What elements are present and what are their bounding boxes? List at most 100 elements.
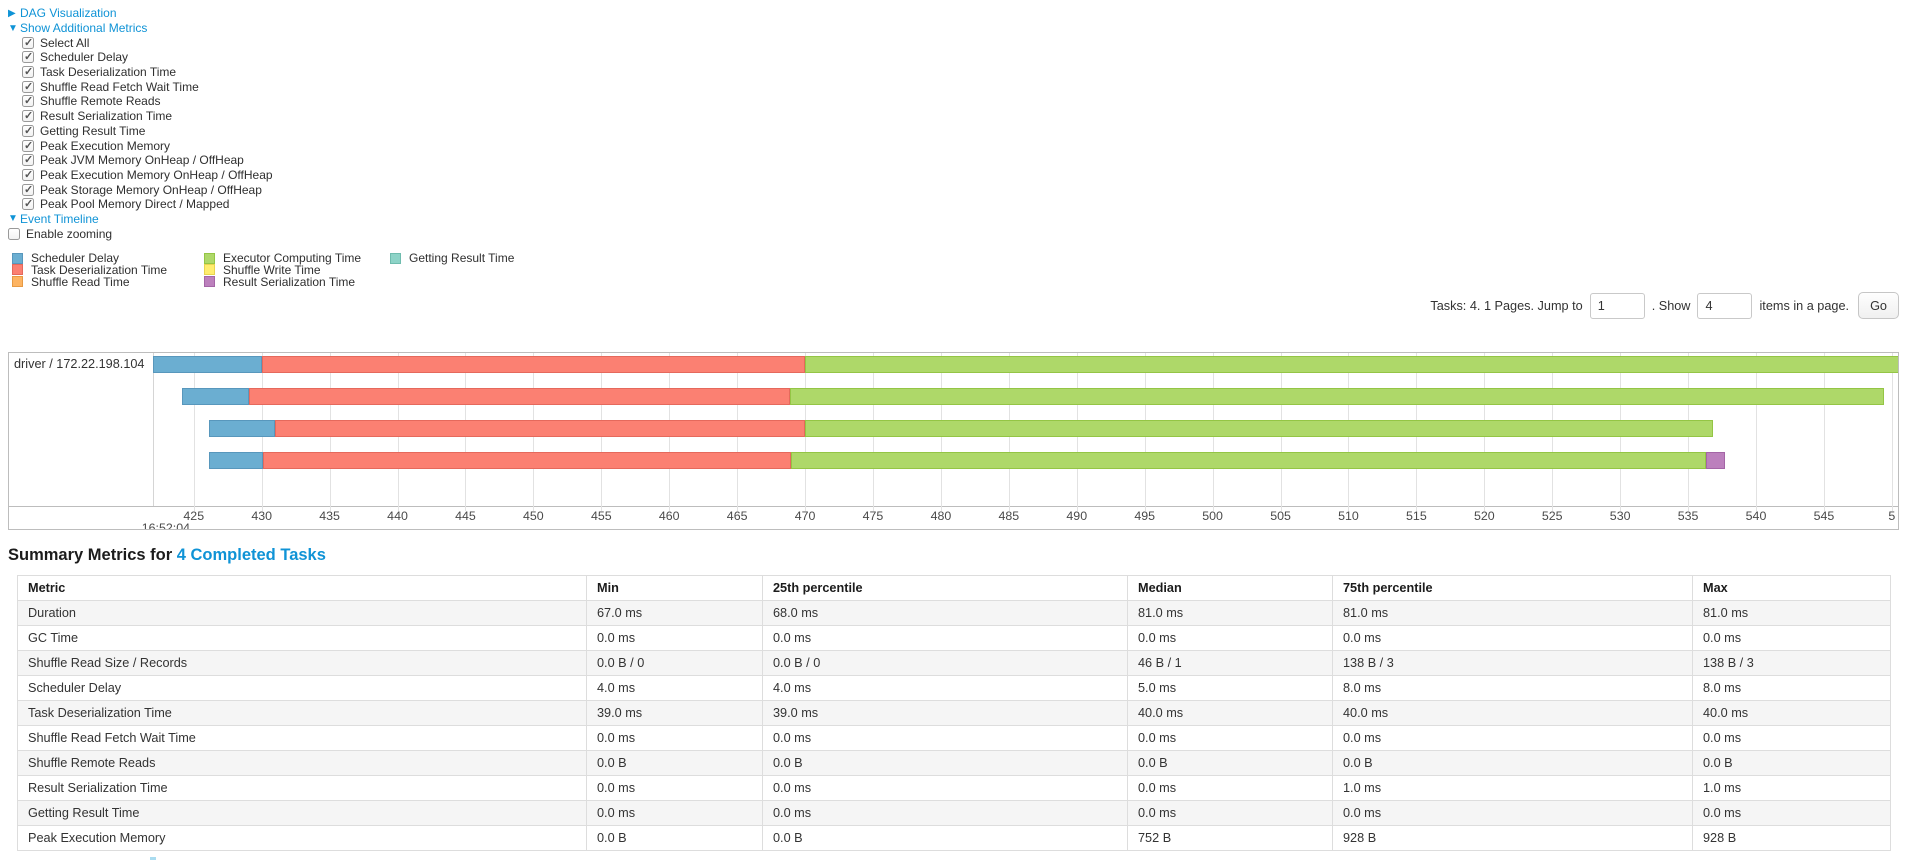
task-bar-segment-executor[interactable] — [805, 356, 1898, 374]
metric-value-cell: 8.0 ms — [1332, 675, 1693, 702]
gridline — [193, 353, 195, 512]
axis-tick-label: 530 — [1609, 509, 1631, 524]
completed-tasks-link[interactable]: 4 Completed Tasks — [176, 546, 326, 565]
event-timeline-chart[interactable]: driver / 172.22.198.104 425 16:52:04 430 43… — [8, 352, 1899, 531]
metric-option-scheduler-delay[interactable]: Scheduler Delay — [8, 50, 1899, 65]
task-bar-segment-result-serialization[interactable] — [1705, 452, 1725, 470]
table-row-shuffle-read-fetch-wait-time: Shuffle Read Fetch Wait Time 0.0 ms 0.0 ms… — [17, 725, 1891, 752]
metric-option-label: Getting Result Time — [40, 123, 146, 138]
metric-option-peak-pool-memory-direct-mapped[interactable]: Peak Pool Memory Direct / Mapped — [8, 197, 1899, 212]
metric-value-cell: 40.0 ms — [1692, 700, 1891, 727]
show-additional-metrics-toggle[interactable]: ▼ Show Additional Metrics — [8, 21, 1899, 36]
table-row-result-serialization-time: Result Serialization Time 0.0 ms 0.0 ms 0.0… — [17, 775, 1891, 802]
metric-option-select-all[interactable]: Select All — [8, 35, 1899, 50]
go-button[interactable]: Go — [1858, 292, 1899, 320]
metric-value-cell: 0.0 ms — [1127, 800, 1333, 827]
metric-option-getting-result-time[interactable]: Getting Result Time — [8, 124, 1899, 139]
axis-tick-label: 5 — [1888, 509, 1896, 524]
metric-option-peak-execution-memory[interactable]: Peak Execution Memory — [8, 138, 1899, 153]
enable-zooming-checkbox[interactable] — [8, 228, 20, 241]
metric-value-cell: 752 B — [1127, 825, 1333, 852]
axis-tick-label: 500 — [1202, 509, 1223, 524]
metric-option-label: Scheduler Delay — [40, 50, 129, 65]
metric-value-cell: 81.0 ms — [1127, 600, 1333, 627]
metric-value-cell: 8.0 ms — [1692, 675, 1891, 702]
metric-value-cell: 40.0 ms — [1127, 700, 1333, 727]
enable-zooming-option[interactable]: Enable zooming — [8, 226, 1899, 242]
metric-value-cell: 0.0 ms — [1127, 775, 1333, 802]
legend-item-getting-result-time: Getting Result Time — [390, 251, 514, 265]
legend-swatch-icon — [12, 276, 23, 288]
task-pagination: Tasks: 4. 1 Pages. Jump to . Show items … — [1430, 292, 1899, 320]
checkbox-icon[interactable] — [22, 80, 34, 93]
legend-item-shuffle-write-time: Shuffle Write Time — [204, 262, 376, 277]
metric-value-cell: 0.0 ms — [1332, 625, 1693, 652]
metric-value-cell: 0.0 ms — [586, 800, 763, 827]
legend-swatch-icon — [12, 264, 23, 276]
task-bar-segment-deserialization[interactable] — [263, 452, 792, 470]
axis-tick-label: 495 — [1134, 509, 1156, 524]
items-per-page-input[interactable] — [1697, 292, 1753, 319]
metric-name-cell: Result Serialization Time — [17, 775, 587, 802]
task-bar-segment-executor[interactable] — [791, 452, 1706, 470]
column-header-metric: Metric — [17, 575, 587, 602]
task-bar-segment-deserialization[interactable] — [249, 388, 791, 406]
event-timeline-label[interactable]: Event Timeline — [20, 211, 99, 226]
metric-value-cell: 0.0 ms — [762, 725, 1128, 752]
metric-option-shuffle-remote-reads[interactable]: Shuffle Remote Reads — [8, 94, 1899, 109]
metric-option-peak-jvm-memory-onheap-offheap[interactable]: Peak JVM Memory OnHeap / OffHeap — [8, 153, 1899, 168]
task-bar-segment-scheduler[interactable] — [153, 356, 262, 374]
checkbox-icon[interactable] — [22, 50, 34, 64]
axis-tick-label: 470 — [794, 509, 816, 524]
metric-option-task-deserialization-time[interactable]: Task Deserialization Time — [8, 65, 1899, 80]
axis-tick-label: 540 — [1745, 509, 1767, 524]
metric-option-label: Task Deserialization Time — [40, 65, 177, 80]
jump-to-page-input[interactable] — [1589, 292, 1645, 319]
legend-label: Result Serialization Time — [223, 274, 356, 289]
task-bar-segment-scheduler[interactable] — [208, 420, 276, 438]
column-header-25th-percentile: 25th percentile — [762, 575, 1128, 602]
task-bar-segment-deserialization[interactable] — [261, 356, 806, 374]
legend-label: Shuffle Write Time — [223, 262, 321, 277]
checkbox-icon[interactable] — [22, 36, 34, 49]
task-bar-segment-deserialization[interactable] — [275, 420, 806, 438]
axis-tick-label: 430 — [251, 509, 273, 524]
column-header-max: Max — [1692, 575, 1891, 602]
metric-option-label: Shuffle Remote Reads — [40, 94, 161, 109]
task-bar-segment-scheduler[interactable] — [181, 388, 250, 406]
checkbox-icon[interactable] — [22, 197, 34, 211]
metric-option-peak-execution-memory-onheap-offheap[interactable]: Peak Execution Memory OnHeap / OffHeap — [8, 168, 1899, 183]
metric-name-cell: GC Time — [17, 625, 587, 652]
checkbox-icon[interactable] — [22, 124, 34, 137]
show-additional-metrics-label[interactable]: Show Additional Metrics — [20, 21, 148, 36]
checkbox-icon[interactable] — [22, 183, 34, 196]
metric-option-label: Select All — [40, 35, 90, 50]
event-timeline-toggle[interactable]: ▼ Event Timeline — [8, 212, 1899, 227]
dag-visualization-label[interactable]: DAG Visualization — [20, 6, 117, 21]
checkbox-icon[interactable] — [22, 139, 34, 152]
task-bar-segment-scheduler[interactable] — [208, 452, 264, 470]
metric-value-cell: 0.0 B — [586, 750, 763, 777]
dag-visualization-toggle[interactable]: ▶ DAG Visualization — [8, 6, 1899, 21]
checkbox-icon[interactable] — [22, 65, 34, 79]
task-bar-segment-executor[interactable] — [790, 388, 1884, 406]
summary-heading-text: Summary Metrics for — [8, 546, 177, 565]
checkbox-icon[interactable] — [22, 153, 34, 167]
task-bar-segment-executor[interactable] — [805, 420, 1713, 438]
checkbox-icon[interactable] — [22, 94, 34, 108]
axis-tick-label: 450 — [523, 509, 544, 524]
axis-start-time-label: 16:52:04 — [141, 521, 190, 531]
gridline — [1756, 353, 1757, 512]
metric-value-cell: 0.0 ms — [1332, 800, 1693, 827]
axis-tick-label: 460 — [658, 509, 680, 524]
metric-value-cell: 4.0 ms — [762, 675, 1128, 702]
checkbox-icon[interactable] — [22, 168, 34, 181]
metric-option-shuffle-read-fetch-wait-time[interactable]: Shuffle Read Fetch Wait Time — [8, 79, 1899, 94]
metric-value-cell: 0.0 ms — [762, 775, 1128, 802]
column-header-75th-percentile: 75th percentile — [1332, 575, 1693, 602]
metric-option-peak-storage-memory-onheap-offheap[interactable]: Peak Storage Memory OnHeap / OffHeap — [8, 182, 1899, 197]
metric-option-result-serialization-time[interactable]: Result Serialization Time — [8, 109, 1899, 124]
timeline-header-band: Scheduler Delay Task Deserialization Time… — [8, 250, 1899, 350]
checkbox-icon[interactable] — [22, 109, 34, 123]
axis-tick-label: 520 — [1473, 509, 1495, 524]
